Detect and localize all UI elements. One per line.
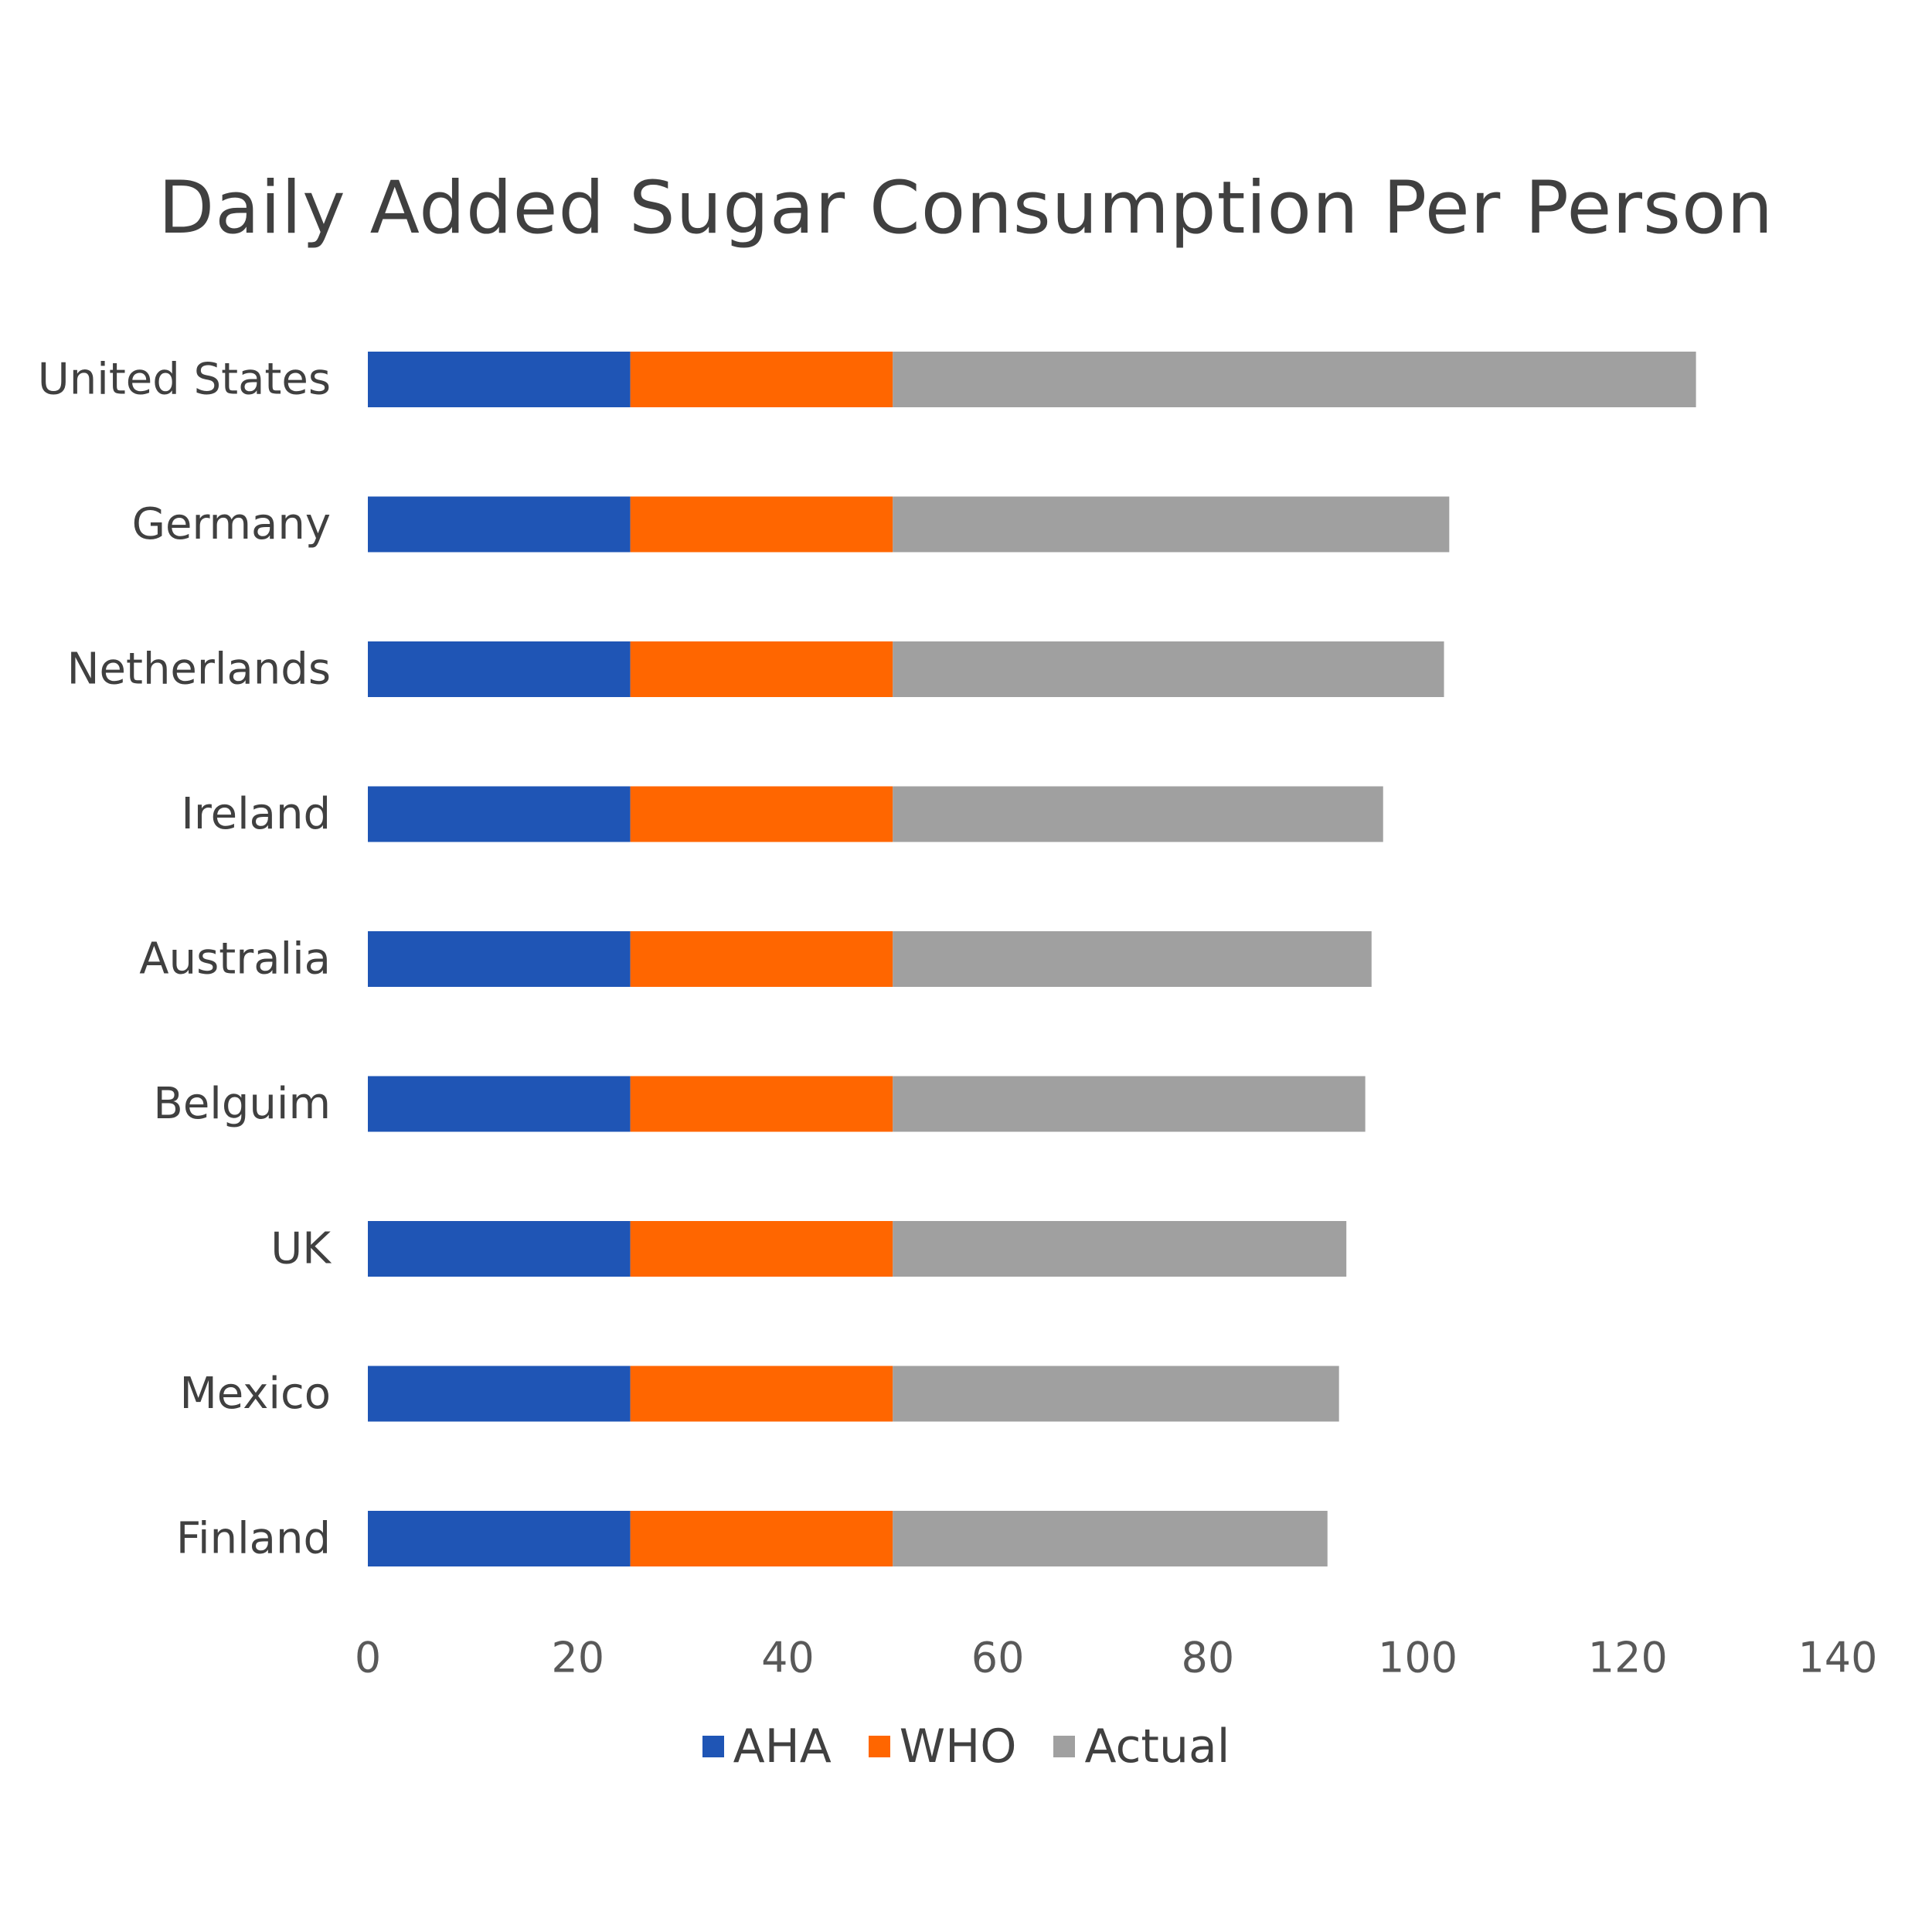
- x-tick-label: 20: [551, 1634, 604, 1682]
- bar-who-united-states: [630, 352, 893, 407]
- bar-aha-uk: [368, 1221, 631, 1277]
- legend-swatch: [1053, 1736, 1076, 1757]
- x-tick-label: 140: [1798, 1634, 1877, 1682]
- category-label: Australia: [139, 934, 331, 985]
- legend-label: WHO: [899, 1719, 1017, 1774]
- bar-aha-ireland: [368, 786, 631, 842]
- bar-who-ireland: [630, 786, 893, 842]
- x-axis-ticks: 0 20 40 60 80 100 120 140: [355, 1634, 1878, 1682]
- bars-layer: [368, 352, 1696, 1566]
- legend-item-who: WHO: [868, 1719, 1017, 1774]
- category-label: UK: [270, 1224, 332, 1274]
- bar-who-germany: [630, 496, 893, 553]
- category-label: Mexico: [179, 1369, 331, 1419]
- bar-who-belguim: [630, 1076, 893, 1132]
- bar-actual-netherlands: [893, 641, 1444, 697]
- bar-actual-finland: [893, 1511, 1328, 1566]
- bar-who-australia: [630, 931, 893, 987]
- bar-aha-germany: [368, 496, 631, 553]
- legend-item-aha: AHA: [702, 1719, 832, 1774]
- category-label: Finland: [176, 1514, 331, 1564]
- bar-aha-united-states: [368, 352, 631, 407]
- bar-who-netherlands: [630, 641, 893, 697]
- x-tick-label: 120: [1588, 1634, 1668, 1682]
- bar-actual-uk: [893, 1221, 1347, 1277]
- bar-who-uk: [630, 1221, 893, 1277]
- bar-aha-finland: [368, 1511, 631, 1566]
- x-tick-label: 60: [971, 1634, 1025, 1682]
- legend-swatch: [868, 1736, 890, 1757]
- legend: AHA WHO Actual: [0, 1719, 1932, 1774]
- bar-who-finland: [630, 1511, 893, 1566]
- category-label: Belguim: [153, 1079, 331, 1129]
- bar-actual-belguim: [893, 1076, 1366, 1132]
- legend-label: Actual: [1084, 1719, 1230, 1774]
- bar-actual-united-states: [893, 352, 1696, 407]
- x-tick-label: 0: [355, 1634, 381, 1682]
- bar-aha-netherlands: [368, 641, 631, 697]
- bar-actual-australia: [893, 931, 1372, 987]
- category-label: Netherlands: [67, 645, 331, 695]
- x-tick-label: 100: [1378, 1634, 1458, 1682]
- chart-title: Daily Added Sugar Consumption Per Person: [158, 166, 1774, 250]
- bar-aha-belguim: [368, 1076, 631, 1132]
- x-tick-label: 80: [1181, 1634, 1234, 1682]
- bar-actual-germany: [893, 496, 1450, 553]
- legend-swatch: [702, 1736, 724, 1757]
- bar-actual-mexico: [893, 1366, 1339, 1422]
- legend-label: AHA: [733, 1719, 832, 1774]
- bar-aha-mexico: [368, 1366, 631, 1422]
- bar-aha-australia: [368, 931, 631, 987]
- bar-actual-ireland: [893, 786, 1383, 842]
- category-labels: United States Germany Netherlands Ireland Au…: [38, 355, 332, 1564]
- category-label: Germany: [132, 499, 331, 549]
- legend-item-actual: Actual: [1053, 1719, 1230, 1774]
- x-tick-label: 40: [761, 1634, 815, 1682]
- bar-who-mexico: [630, 1366, 893, 1422]
- category-label: United States: [38, 355, 331, 405]
- category-label: Ireland: [181, 789, 331, 839]
